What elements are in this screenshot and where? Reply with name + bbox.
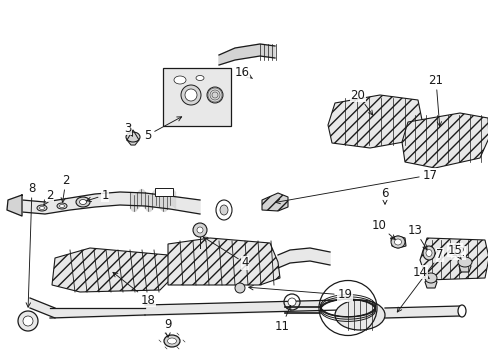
Polygon shape — [390, 236, 405, 248]
Ellipse shape — [40, 207, 44, 210]
Circle shape — [184, 89, 197, 101]
Text: 2: 2 — [44, 189, 54, 205]
Text: 20: 20 — [350, 89, 372, 115]
Text: 6: 6 — [381, 186, 388, 204]
Polygon shape — [262, 193, 287, 211]
Polygon shape — [327, 95, 421, 148]
Polygon shape — [424, 274, 436, 288]
Text: 16: 16 — [234, 66, 252, 78]
Ellipse shape — [174, 76, 185, 84]
Polygon shape — [401, 113, 488, 168]
Ellipse shape — [334, 300, 384, 330]
Polygon shape — [419, 238, 488, 280]
Text: 2: 2 — [61, 174, 70, 202]
Ellipse shape — [60, 204, 64, 207]
Ellipse shape — [57, 203, 67, 209]
Polygon shape — [127, 130, 139, 145]
Ellipse shape — [457, 305, 465, 317]
Circle shape — [23, 316, 33, 326]
Ellipse shape — [425, 249, 431, 257]
Circle shape — [197, 227, 203, 233]
Ellipse shape — [457, 257, 471, 267]
Circle shape — [206, 87, 223, 103]
Ellipse shape — [220, 205, 227, 215]
Ellipse shape — [80, 199, 86, 204]
Ellipse shape — [196, 76, 203, 81]
Text: 3: 3 — [124, 122, 132, 136]
Text: 10: 10 — [371, 219, 394, 239]
Bar — [163, 68, 230, 126]
Circle shape — [235, 283, 244, 293]
Polygon shape — [52, 248, 172, 292]
Polygon shape — [22, 192, 200, 214]
Polygon shape — [168, 238, 280, 285]
Ellipse shape — [318, 280, 376, 336]
Ellipse shape — [126, 132, 140, 142]
Text: 15: 15 — [447, 243, 462, 260]
Ellipse shape — [167, 338, 176, 344]
Text: 13: 13 — [407, 224, 426, 250]
Circle shape — [287, 298, 295, 306]
Ellipse shape — [390, 236, 404, 248]
Polygon shape — [30, 298, 55, 318]
Text: 4: 4 — [203, 237, 248, 270]
Circle shape — [193, 223, 206, 237]
Text: 8: 8 — [26, 181, 36, 307]
Ellipse shape — [76, 197, 90, 207]
Text: 12: 12 — [449, 247, 465, 260]
Ellipse shape — [424, 273, 436, 283]
Ellipse shape — [163, 335, 180, 347]
Ellipse shape — [422, 246, 434, 260]
Circle shape — [181, 85, 201, 105]
Polygon shape — [7, 195, 22, 216]
Ellipse shape — [394, 239, 401, 245]
Text: 19: 19 — [248, 285, 352, 302]
Text: 17: 17 — [275, 168, 437, 204]
Text: 1: 1 — [86, 189, 108, 202]
Text: 14: 14 — [412, 266, 428, 279]
Polygon shape — [458, 258, 470, 272]
Ellipse shape — [37, 205, 47, 211]
Polygon shape — [219, 44, 274, 65]
Circle shape — [18, 311, 38, 331]
Bar — [155, 188, 173, 196]
Polygon shape — [278, 248, 329, 268]
Ellipse shape — [216, 200, 231, 220]
Text: 18: 18 — [113, 273, 155, 306]
Text: 11: 11 — [274, 306, 290, 333]
Text: 21: 21 — [427, 73, 443, 126]
Text: 7: 7 — [396, 248, 443, 312]
Text: 5: 5 — [144, 117, 182, 141]
Text: 9: 9 — [164, 319, 171, 337]
